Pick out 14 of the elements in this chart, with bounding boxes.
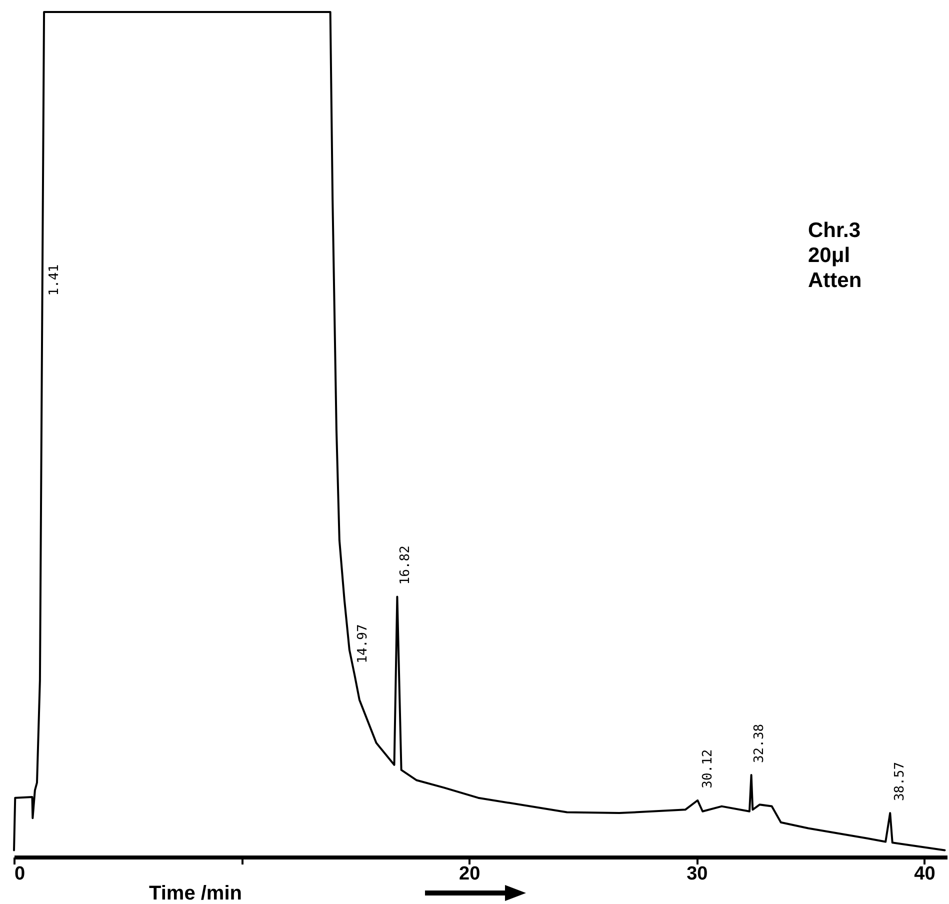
x-tick-label: 30 xyxy=(686,864,708,884)
annotation: 14.97 xyxy=(356,624,371,664)
annotation: Chr.3 xyxy=(808,218,862,243)
annotation: 32.38 xyxy=(752,724,767,764)
annotation: 30.12 xyxy=(700,749,716,788)
x-tick-label: 20 xyxy=(459,864,480,884)
annotation: Atten xyxy=(808,268,862,293)
annotation: 16.82 xyxy=(398,546,413,585)
annotation: 20μl xyxy=(808,243,852,268)
x-axis-title: Time /min xyxy=(149,882,242,904)
annotation: 38.57 xyxy=(892,762,908,802)
x-tick-label: 40 xyxy=(914,864,936,884)
annotation: 1.41 xyxy=(47,264,62,296)
x-tick-label: 0 xyxy=(14,864,26,884)
